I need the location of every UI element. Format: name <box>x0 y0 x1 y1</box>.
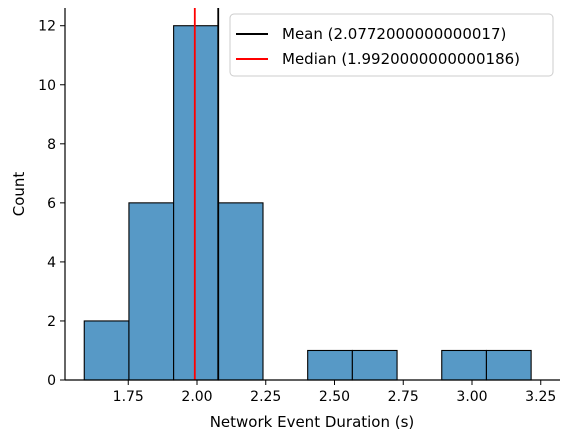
y-tick-label: 6 <box>47 196 56 212</box>
legend-box <box>229 13 554 77</box>
y-tick-label: 0 <box>47 373 56 389</box>
x-tick-label: 3.00 <box>456 389 487 405</box>
histogram-bar <box>307 349 353 381</box>
histogram-bar <box>217 202 264 381</box>
x-tick-label: 2.50 <box>319 389 350 405</box>
y-ticks: 0 2 4 6 8 10 12 <box>38 19 65 389</box>
legend: Mean (2.0772000000000017) Median (1.9920… <box>229 13 554 77</box>
reference-lines <box>193 8 220 380</box>
axes <box>64 8 560 381</box>
x-tick-label: 1.75 <box>113 389 144 405</box>
histogram-bar <box>351 349 398 381</box>
y-tick-label: 8 <box>47 137 56 153</box>
y-tick-label: 10 <box>38 78 56 94</box>
y-tick-label: 2 <box>47 314 56 330</box>
y-axis-label: Count <box>10 172 28 217</box>
histogram-bar <box>128 202 175 381</box>
y-tick-label: 12 <box>38 19 56 35</box>
legend-label-median: Median (1.9920000000000186) <box>282 50 520 68</box>
x-tick-label: 2.75 <box>388 389 419 405</box>
histogram-bar <box>485 349 532 381</box>
histogram-bar <box>173 25 219 381</box>
x-tick-label: 2.25 <box>250 389 281 405</box>
legend-label-mean: Mean (2.0772000000000017) <box>282 25 506 43</box>
x-tick-label: 2.00 <box>181 389 212 405</box>
x-tick-label: 3.25 <box>525 389 556 405</box>
histogram-bar <box>441 349 487 381</box>
x-axis-label: Network Event Duration (s) <box>210 413 415 431</box>
histogram-bar <box>83 320 130 381</box>
histogram-bars <box>83 25 532 381</box>
y-tick-label: 4 <box>47 255 56 271</box>
x-ticks: 1.75 2.00 2.25 2.50 2.75 3.00 3.25 <box>113 380 556 405</box>
